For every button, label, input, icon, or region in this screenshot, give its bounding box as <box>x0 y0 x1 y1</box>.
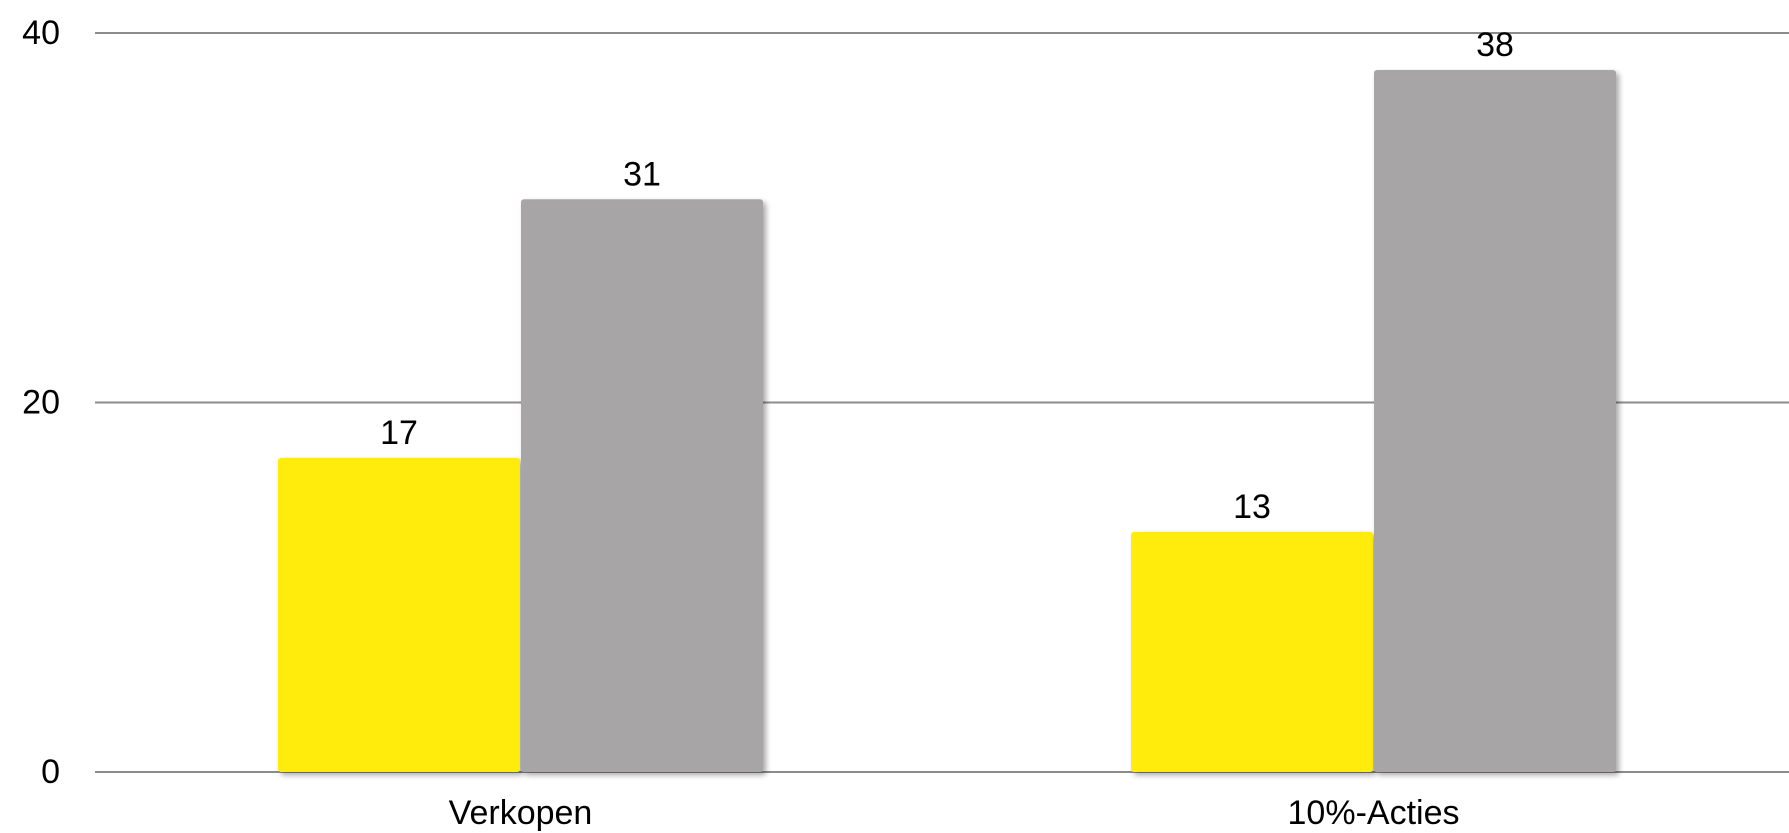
data-label: 13 <box>1233 488 1271 526</box>
y-tick-label: 0 <box>41 753 60 791</box>
data-label: 17 <box>380 414 418 452</box>
y-tick-label: 20 <box>22 384 60 422</box>
y-tick-label: 40 <box>22 14 60 52</box>
bars <box>278 69 1616 772</box>
data-label: 38 <box>1476 26 1514 64</box>
y-axis-ticks: 0 20 40 <box>22 14 60 791</box>
bar-series1-1 <box>1131 531 1373 772</box>
bar-series2-1 <box>1374 69 1616 772</box>
category-label: 10%-Acties <box>1288 794 1460 832</box>
bar-series2-0 <box>521 199 763 772</box>
bar-series1-0 <box>278 457 520 772</box>
data-label: 31 <box>623 155 661 193</box>
data-labels: 17 31 13 38 <box>380 26 1514 526</box>
category-label: Verkopen <box>449 794 593 832</box>
x-axis-categories: Verkopen 10%-Acties <box>449 794 1460 832</box>
